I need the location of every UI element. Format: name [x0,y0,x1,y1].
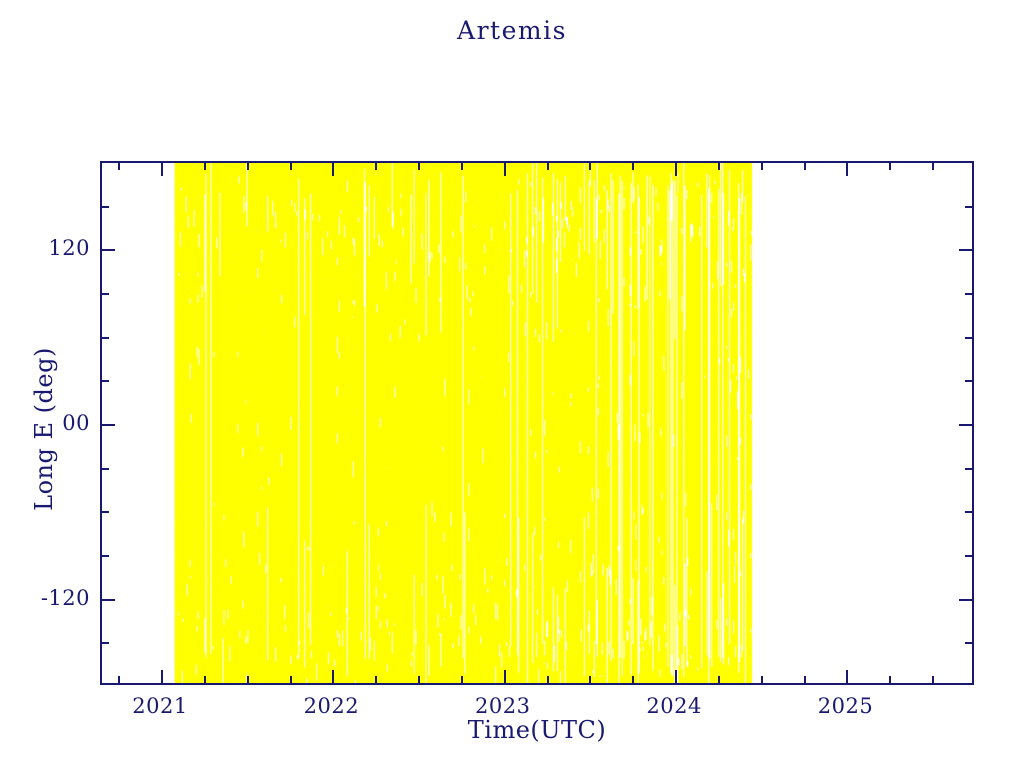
y-axis-minor-tick [102,511,109,514]
data-series-artemis-longitude [102,163,972,683]
x-axis-minor-tick-top [546,163,549,170]
y-axis-minor-tick [102,555,109,557]
y-axis-title: Long E (deg) [30,347,58,511]
x-axis-minor-tick [418,676,421,683]
x-axis-major-tick [160,670,163,683]
x-axis-major-tick [332,670,335,683]
x-axis-minor-tick-top [889,163,892,170]
x-axis-title: Time(UTC) [467,716,607,744]
x-axis-minor-tick-top [932,163,935,170]
x-axis-minor-tick [760,676,763,683]
x-axis-minor-tick [803,676,806,683]
x-axis-major-tick-top [503,163,506,176]
x-axis-minor-tick-top [803,163,806,170]
x-axis-major-tick [503,670,506,683]
x-axis-major-tick [675,670,678,683]
y-axis-major-tick-right [959,249,972,252]
x-axis-minor-tick [717,676,720,683]
y-axis-minor-tick-right [965,555,972,557]
x-axis-tick-label: 2024 [646,694,702,718]
x-axis-minor-tick-top [289,163,292,170]
x-axis-minor-tick [889,676,892,683]
x-axis-minor-tick [932,676,935,683]
x-axis-minor-tick-top [460,163,463,170]
x-axis-minor-tick-top [203,163,206,170]
y-axis-major-tick [102,249,115,252]
x-axis-minor-tick [632,676,635,683]
y-axis-minor-tick [102,467,109,470]
x-axis-major-tick-top [160,163,163,176]
y-axis-tick-label: 120 [48,236,90,261]
x-axis-minor-tick [246,676,249,683]
x-axis-tick-label: 2025 [817,694,874,718]
x-axis-minor-tick-top [375,163,378,170]
y-axis-minor-tick [102,205,109,208]
y-axis-major-tick-right [959,424,972,426]
x-axis-minor-tick [546,676,549,683]
y-axis-minor-tick-right [965,293,972,295]
y-axis-minor-tick-right [965,336,972,339]
plot-frame [100,161,974,685]
x-axis-minor-tick-top [760,163,763,170]
y-axis-minor-tick-right [965,380,972,383]
x-axis-minor-tick [118,676,121,683]
x-axis-minor-tick-top [717,163,720,170]
x-axis-tick-label: 2021 [132,694,188,718]
x-axis-minor-tick [589,676,592,683]
y-axis-tick-label: 00 [62,411,90,435]
x-axis-minor-tick [460,676,463,683]
page-title: Artemis [457,16,567,45]
x-axis-minor-tick-top [418,163,421,170]
x-axis-minor-tick-top [118,163,121,170]
x-axis-major-tick-top [332,163,335,176]
x-axis-major-tick-top [846,163,849,176]
y-axis-minor-tick [102,293,109,295]
y-axis-major-tick [102,424,115,426]
y-axis-minor-tick [102,380,109,383]
x-axis-major-tick-top [675,163,678,176]
x-axis-minor-tick [289,676,292,683]
x-axis-major-tick [846,670,849,683]
x-axis-tick-label: 2022 [303,694,360,718]
y-axis-major-tick-right [959,598,972,601]
y-axis-minor-tick-right [965,511,972,514]
y-axis-minor-tick-right [965,467,972,470]
y-axis-minor-tick [102,336,109,339]
x-axis-minor-tick [375,676,378,683]
y-axis-major-tick [102,598,115,601]
x-axis-minor-tick-top [632,163,635,170]
x-axis-minor-tick-top [246,163,249,170]
y-axis-minor-tick-right [965,642,972,645]
x-axis-minor-tick-top [589,163,592,170]
x-axis-tick-label: 2023 [474,694,531,718]
x-axis-minor-tick [203,676,206,683]
y-axis-minor-tick [102,642,109,645]
y-axis-minor-tick-right [965,205,972,208]
y-axis-tick-label: -120 [40,585,90,610]
